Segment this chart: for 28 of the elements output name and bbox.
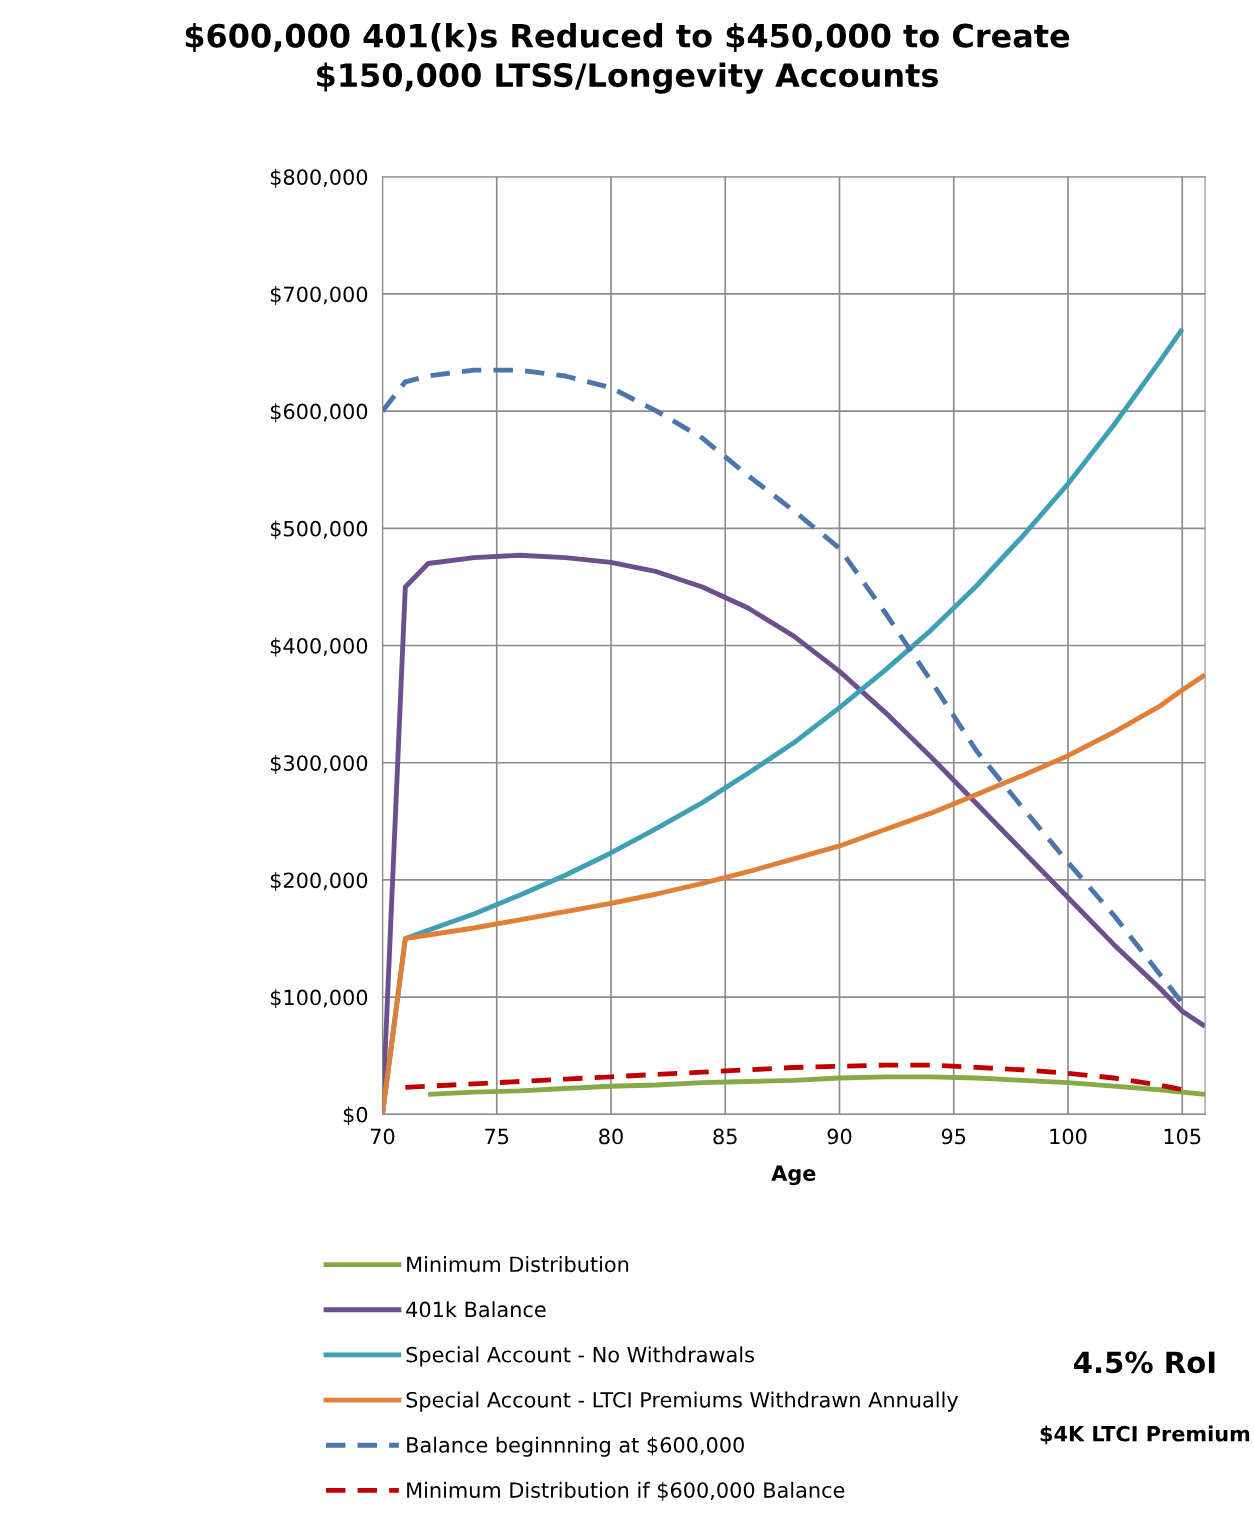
x-tick-label: 100 [1050,1128,1087,1145]
legend-label: Balance beginnning at $600,000 [407,1436,744,1457]
x-tick-label: 75 [485,1128,509,1145]
y-tick-label: $100,000 [270,989,368,1009]
legend-label: 401k Balance [406,1301,546,1318]
legend-label: Special Account - LTCI Premiums Withdrawn Annually [406,1391,959,1412]
y-tick-label: $600,000 [270,403,368,423]
line-series [425,1074,1206,1097]
y-tick-label: $400,000 [270,637,368,657]
x-tick-label: 95 [941,1128,966,1145]
x-axis-title: Age [771,1165,816,1186]
x-tick-label: 90 [827,1128,852,1145]
y-tick-label: $800,000 [270,168,368,188]
x-tick-label: 105 [1164,1128,1201,1145]
y-tick-label: $300,000 [270,754,368,774]
legend-label: Minimum Distribution [407,1256,629,1273]
y-tick-label: $200,000 [270,872,368,891]
x-tick-label: 80 [599,1128,623,1145]
legend-label: Special Account - No Withdrawals [406,1346,754,1367]
x-tick-label: 85 [713,1128,737,1145]
y-tick-label: $500,000 [270,520,368,540]
text: $4K LTCI Premium [1040,1425,1250,1445]
text: 4.5% RoI [1074,1351,1215,1374]
chart-title: $600,000 401(k)s Reduced to $450,000 to Create $150,000 LTSS/Longevity Accounts [185,23,1070,94]
y-tick-label: $0 [343,1106,368,1126]
x-tick-label: 70 [370,1128,395,1145]
y-tick-label: $700,000 [270,286,368,305]
legend-label: Minimum Distribution if $600,000 Balance [407,1481,845,1501]
